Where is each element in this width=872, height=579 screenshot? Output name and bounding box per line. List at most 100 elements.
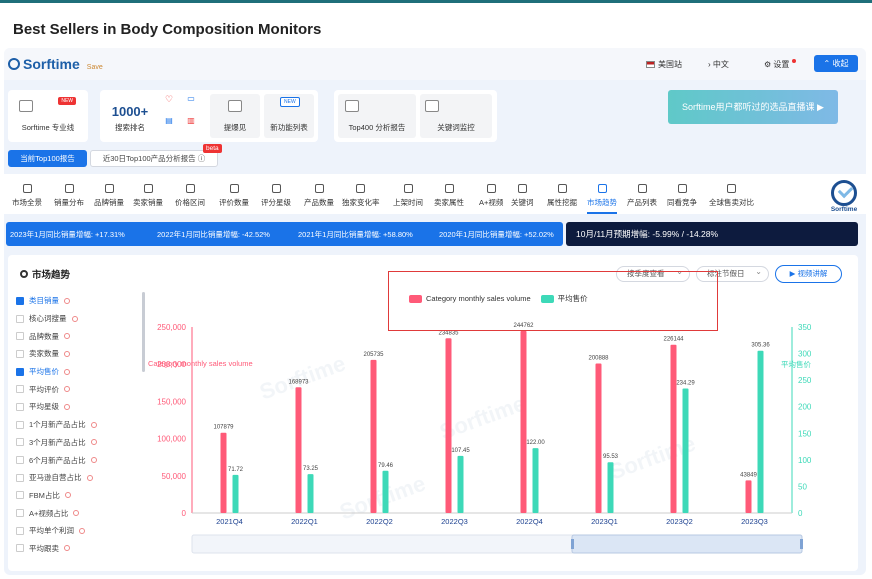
metric-checkbox[interactable] xyxy=(16,420,24,429)
bar-sales xyxy=(520,330,527,513)
book-icon[interactable]: ▥ xyxy=(184,116,198,130)
help-icon[interactable] xyxy=(90,457,97,464)
help-icon[interactable] xyxy=(64,403,70,410)
help-icon[interactable] xyxy=(64,350,70,357)
tab-17[interactable]: 全球售卖对比 xyxy=(709,174,754,214)
tab-14[interactable]: 市场趋势 xyxy=(587,174,617,214)
metric-item[interactable]: 核心词搜量 xyxy=(16,310,138,328)
help-icon[interactable] xyxy=(73,510,80,517)
marketplace-selector[interactable]: 美国站 xyxy=(646,59,682,70)
help-icon[interactable] xyxy=(90,421,97,428)
metric-checkbox[interactable] xyxy=(16,332,24,341)
legend-item-sales[interactable]: Category monthly sales volume xyxy=(409,294,531,303)
metric-item[interactable]: 类目销量 xyxy=(16,292,138,310)
metric-item[interactable]: 1个月新产品占比 xyxy=(16,416,138,434)
current-top100-report-button[interactable]: 当前Top100报告 xyxy=(8,150,87,167)
left-tick-label: 250,000 xyxy=(157,323,186,332)
help-icon[interactable] xyxy=(64,333,70,340)
metric-checkbox[interactable] xyxy=(16,526,24,535)
language-selector[interactable]: › 中文 xyxy=(708,59,729,70)
metric-checkbox[interactable] xyxy=(16,509,24,518)
tab-10[interactable]: 卖家属性 xyxy=(434,174,464,214)
help-icon[interactable] xyxy=(79,527,85,534)
tab-16[interactable]: 同看竞争 xyxy=(667,174,697,214)
holiday-select[interactable]: 标注节假日 xyxy=(696,265,769,282)
top100-30day-report-button[interactable]: 近30日Top100产品分析报告 ⓘ xyxy=(90,150,218,167)
tool-top400-report[interactable]: Top400 分析报告 xyxy=(338,94,416,138)
metric-item[interactable]: 卖家数量 xyxy=(16,345,138,363)
metric-item[interactable]: 平均评价 xyxy=(16,380,138,398)
settings-button[interactable]: ⚙ 设置 xyxy=(764,59,796,70)
help-icon[interactable] xyxy=(86,474,93,481)
metric-label: 平均跟卖 xyxy=(29,543,59,553)
help-icon[interactable] xyxy=(64,297,70,304)
help-icon[interactable] xyxy=(64,545,70,552)
tab-icon xyxy=(677,184,687,193)
screen-icon[interactable]: ▭ xyxy=(184,94,198,108)
tool-sorftime-pro[interactable]: NEW Sorftime 专业线 xyxy=(12,94,84,138)
period-select[interactable]: 按季度查看 xyxy=(616,265,690,282)
metric-checkbox[interactable] xyxy=(16,491,24,500)
tab-0[interactable]: 市场全景 xyxy=(12,174,42,214)
tab-11[interactable]: A+视频 xyxy=(479,174,503,214)
tab-label: 销量分布 xyxy=(54,198,84,207)
metric-checkbox[interactable] xyxy=(16,456,24,465)
metric-item[interactable]: 平均跟卖 xyxy=(16,540,138,558)
collapse-button[interactable]: ⌃ 收起 xyxy=(814,55,858,72)
metric-item[interactable]: 3个月新产品占比 xyxy=(16,434,138,452)
heart-icon[interactable]: ♡ xyxy=(162,94,176,108)
tab-13[interactable]: 属性挖掘 xyxy=(547,174,577,214)
metric-checkbox[interactable] xyxy=(16,296,24,305)
metric-list-scrollbar[interactable] xyxy=(142,292,145,372)
tool-keyword-monitor[interactable]: 关键词监控 xyxy=(420,94,492,138)
tab-7[interactable]: 产品数量 xyxy=(304,174,334,214)
tab-5[interactable]: 评价数量 xyxy=(219,174,249,214)
right-tick-label: 200 xyxy=(798,403,812,412)
metric-checkbox[interactable] xyxy=(16,473,24,482)
tab-icon xyxy=(597,184,607,193)
tab-2[interactable]: 品牌销量 xyxy=(94,174,124,214)
metric-item[interactable]: FBM占比 xyxy=(16,487,138,505)
tab-9[interactable]: 上架时间 xyxy=(393,174,423,214)
tab-8[interactable]: 独家变化率 xyxy=(342,174,380,214)
video-guide-button[interactable]: ▶ 视频讲解 xyxy=(775,265,842,283)
metric-checkbox[interactable] xyxy=(16,314,24,323)
tab-12[interactable]: 关键词 xyxy=(511,174,534,214)
tab-icon xyxy=(444,184,454,193)
metric-checkbox[interactable] xyxy=(16,349,24,358)
metric-item[interactable]: 品牌数量 xyxy=(16,327,138,345)
tab-6[interactable]: 评分星级 xyxy=(261,174,291,214)
zoom-slider-window xyxy=(571,534,803,554)
tab-label: 卖家属性 xyxy=(434,198,464,207)
metric-checkbox[interactable] xyxy=(16,544,24,553)
metric-checkbox[interactable] xyxy=(16,438,24,447)
tab-15[interactable]: 产品列表 xyxy=(627,174,657,214)
metric-checkbox[interactable] xyxy=(16,402,24,411)
help-icon[interactable] xyxy=(64,492,71,499)
metric-item[interactable]: 平均单个利润 xyxy=(16,522,138,540)
metric-item[interactable]: 平均星级 xyxy=(16,398,138,416)
metric-item[interactable]: 亚马逊自营占比 xyxy=(16,469,138,487)
help-icon[interactable] xyxy=(64,386,70,393)
sorftime-logo[interactable]: Sorftime Save xyxy=(8,56,103,72)
metric-item[interactable]: A+视频占比 xyxy=(16,504,138,522)
metric-item[interactable]: 6个月新产品占比 xyxy=(16,451,138,469)
tab-4[interactable]: 价格区间 xyxy=(175,174,205,214)
help-icon[interactable] xyxy=(90,439,97,446)
metric-checkbox[interactable] xyxy=(16,385,24,394)
tool-new-features[interactable]: NEW 新功能列表 xyxy=(264,94,314,138)
metric-checkbox[interactable] xyxy=(16,367,24,376)
help-icon[interactable] xyxy=(64,368,70,375)
metric-item[interactable]: 平均售价 xyxy=(16,363,138,381)
tab-icon xyxy=(517,184,527,193)
tool-search-rank[interactable]: 1000+ 搜索排名 xyxy=(102,94,158,138)
chart-icon[interactable]: ▤ xyxy=(162,116,176,130)
help-icon[interactable] xyxy=(71,315,78,322)
tab-1[interactable]: 销量分布 xyxy=(54,174,84,214)
tool-card-main: 1000+ 搜索排名 ♡ ▭ ▤ ▥ 提爆见 NEW 新功能列表 xyxy=(100,90,318,142)
promo-banner[interactable]: Sorftime用户都听过的选品直播课 ▶ xyxy=(668,90,838,124)
legend-item-price[interactable]: 平均售价 xyxy=(540,293,588,304)
tab-label: 产品列表 xyxy=(627,198,657,207)
tab-3[interactable]: 卖家销量 xyxy=(133,174,163,214)
tool-hot-insight[interactable]: 提爆见 xyxy=(210,94,260,138)
